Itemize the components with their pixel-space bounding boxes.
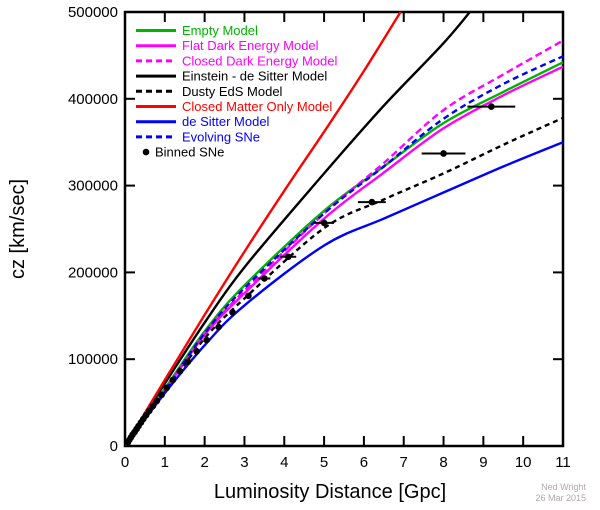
x-tick-label: 3 <box>240 454 248 471</box>
sne-point <box>193 348 200 355</box>
legend-label: Empty Model <box>182 23 258 38</box>
legend-label: Closed Dark Energy Model <box>182 53 337 68</box>
legend-label: Binned SNe <box>155 145 224 160</box>
x-tick-label: 2 <box>200 454 208 471</box>
credit-author: Ned Wright <box>541 482 586 492</box>
legend-item-evolving-sne: Evolving SNe <box>136 129 260 144</box>
credit-date: 26 Mar 2015 <box>535 493 586 503</box>
sne-point <box>163 384 171 392</box>
sne-point <box>149 402 157 410</box>
legend-item-flat-dark-energy-model: Flat Dark Energy Model <box>136 38 319 53</box>
sne-point <box>176 368 184 375</box>
x-tick-label: 7 <box>400 454 408 471</box>
sne-point <box>440 150 447 157</box>
sne-point <box>184 358 192 366</box>
y-tick-label: 400000 <box>68 91 118 108</box>
tick-labels: 0 1 2 3 4 5 6 7 8 9 10 11 0 100000 200000 300000 400000 5… <box>68 4 571 471</box>
y-tick-label: 500000 <box>68 4 118 21</box>
sne-point <box>229 309 236 316</box>
x-tick-label: 1 <box>161 454 169 471</box>
x-tick-label: 6 <box>360 454 368 471</box>
y-axis-title: cz [km/sec] <box>7 179 29 279</box>
x-tick-label: 5 <box>320 454 328 471</box>
legend-item-closed-matter-only-model: Closed Matter Only Model <box>136 99 332 114</box>
legend-item-einstein-de-sitter-model: Einstein - de Sitter Model <box>136 69 327 84</box>
sne-point <box>284 253 292 261</box>
legend-item-de-sitter-model: de Sitter Model <box>136 114 270 129</box>
legend-label: Dusty EdS Model <box>182 84 283 99</box>
legend-item-empty-model: Empty Model <box>136 23 258 38</box>
sne-point <box>488 103 495 110</box>
x-axis-title: Luminosity Distance [Gpc] <box>214 481 446 503</box>
legend-item-closed-dark-energy-model: Closed Dark Energy Model <box>136 53 337 68</box>
curve-de-sitter-model <box>125 141 563 446</box>
x-tick-label: 9 <box>479 454 487 471</box>
binned-sne-points <box>125 103 516 446</box>
x-tick-label: 0 <box>121 454 129 471</box>
legend-label: Closed Matter Only Model <box>182 99 332 114</box>
y-tick-label: 0 <box>110 438 118 455</box>
x-tick-label: 10 <box>515 454 532 471</box>
y-tick-label: 300000 <box>68 178 118 195</box>
sne-point <box>245 292 252 300</box>
sne-point <box>145 407 153 415</box>
sne-point <box>320 219 328 227</box>
legend-label: de Sitter Model <box>182 114 270 129</box>
axis-ticks <box>124 11 564 447</box>
sne-point <box>215 323 222 331</box>
x-tick-label: 11 <box>555 454 571 471</box>
x-tick-label: 8 <box>439 454 447 471</box>
sne-point <box>153 397 161 405</box>
sne-point <box>261 275 268 282</box>
y-tick-label: 100000 <box>68 351 118 368</box>
sne-point <box>368 198 376 206</box>
curve-dusty-eds-model <box>125 116 563 446</box>
sne-point <box>169 376 177 384</box>
x-tick-label: 4 <box>280 454 288 471</box>
legend-item-binned-sne: Binned SNe <box>142 145 224 160</box>
sne-point <box>158 391 165 399</box>
legend-label: Evolving SNe <box>182 129 260 144</box>
legend-label: Flat Dark Energy Model <box>182 38 319 53</box>
legend-dot-marker <box>142 148 150 156</box>
sne-point <box>203 336 210 344</box>
y-tick-label: 200000 <box>68 264 118 281</box>
plot-frame <box>123 10 565 448</box>
curve-closed-matter-only-model <box>125 12 402 446</box>
curve-einstein-de-sitter-model <box>125 12 472 446</box>
legend-label: Einstein - de Sitter Model <box>182 69 327 84</box>
legend-item-dusty-eds-model: Dusty EdS Model <box>136 84 283 99</box>
